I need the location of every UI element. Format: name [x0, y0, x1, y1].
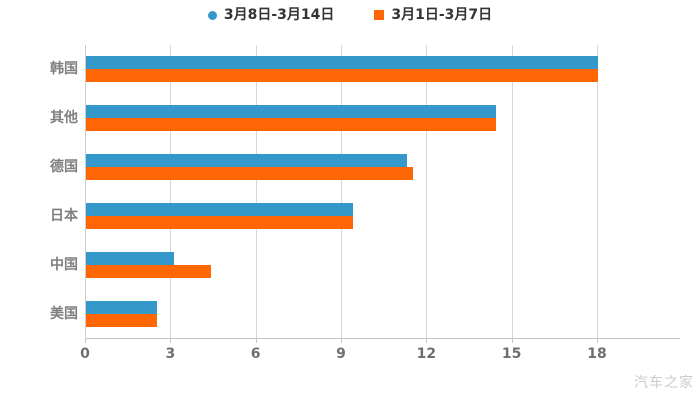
gridline-x-6 [255, 45, 257, 338]
bar-其他-series0 [86, 105, 496, 118]
x-tick-mark-9 [341, 338, 342, 343]
x-tick-label-18: 18 [587, 346, 607, 362]
x-tick-mark-15 [511, 338, 513, 343]
x-tick-mark-0 [85, 338, 86, 343]
legend-square-marker [374, 10, 385, 20]
x-tick-label-6: 6 [250, 346, 261, 362]
bar-美国-series1 [86, 314, 157, 327]
category-label-中国: 中国 [50, 257, 78, 273]
gridline-x-9 [341, 45, 342, 338]
gridline-x-12 [426, 45, 428, 338]
x-tick-label-15: 15 [501, 346, 522, 362]
category-label-其他: 其他 [50, 110, 78, 126]
bar-韩国-series0 [86, 56, 598, 69]
legend-label: 3月1日-3月7日 [391, 7, 493, 23]
category-label-美国: 美国 [50, 306, 78, 322]
category-label-日本: 日本 [50, 208, 78, 224]
x-tick-label-3: 3 [165, 346, 176, 362]
category-label-韩国: 韩国 [50, 61, 78, 77]
legend-label: 3月8日-3月14日 [223, 7, 335, 23]
bar-德国-series0 [86, 154, 407, 167]
bar-中国-series1 [86, 265, 211, 278]
x-tick-label-9: 9 [336, 346, 346, 362]
x-tick-label-12: 12 [416, 346, 437, 362]
legend-item-week1[interactable]: 3月1日-3月7日 [374, 6, 492, 24]
bar-中国-series0 [86, 252, 174, 265]
legend-item-week2[interactable]: 3月8日-3月14日 [207, 6, 335, 24]
bar-美国-series0 [86, 301, 157, 314]
bar-其他-series1 [86, 118, 496, 131]
x-axis-line [85, 338, 680, 339]
category-label-德国: 德国 [50, 159, 78, 175]
plot-area [85, 45, 598, 338]
legend: 3月8日-3月14日 3月1日-3月7日 [0, 6, 700, 24]
x-tick-mark-6 [255, 338, 257, 343]
gridline-x-18 [597, 45, 598, 338]
x-tick-label-0: 0 [80, 346, 90, 362]
legend-circle-marker [207, 10, 217, 20]
bar-韩国-series1 [86, 69, 598, 82]
bar-德国-series1 [86, 167, 413, 180]
x-tick-mark-12 [426, 338, 428, 343]
bar-日本-series1 [86, 216, 353, 229]
watermark-autohome: 汽车之家 [634, 375, 694, 391]
gridline-x-15 [511, 45, 513, 338]
x-tick-mark-18 [597, 338, 598, 343]
x-tick-mark-3 [170, 338, 172, 343]
bar-日本-series0 [86, 203, 353, 216]
gridline-x-3 [170, 45, 172, 338]
